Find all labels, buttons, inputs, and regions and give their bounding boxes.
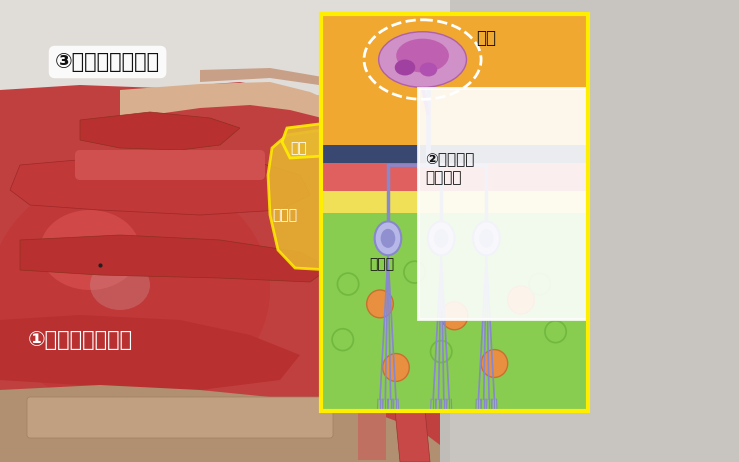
Polygon shape	[0, 385, 440, 462]
Ellipse shape	[434, 229, 449, 248]
Text: 嚇粘膜: 嚇粘膜	[272, 208, 297, 222]
FancyBboxPatch shape	[0, 0, 450, 462]
Polygon shape	[355, 90, 430, 462]
Ellipse shape	[508, 286, 534, 314]
FancyBboxPatch shape	[321, 213, 588, 411]
Ellipse shape	[367, 290, 393, 318]
Ellipse shape	[40, 210, 140, 290]
FancyBboxPatch shape	[321, 145, 588, 163]
Polygon shape	[80, 112, 240, 150]
Ellipse shape	[395, 60, 415, 75]
FancyBboxPatch shape	[358, 100, 386, 460]
Polygon shape	[268, 128, 368, 270]
FancyBboxPatch shape	[0, 0, 450, 95]
Text: ①気導性嚇覚障害: ①気導性嚇覚障害	[28, 330, 133, 350]
Text: 嚇球: 嚇球	[476, 29, 496, 47]
Ellipse shape	[396, 39, 449, 73]
FancyBboxPatch shape	[418, 88, 588, 319]
Polygon shape	[120, 82, 340, 120]
Ellipse shape	[481, 350, 508, 377]
Polygon shape	[0, 82, 440, 462]
FancyBboxPatch shape	[321, 191, 588, 213]
Ellipse shape	[381, 229, 395, 248]
Ellipse shape	[90, 260, 150, 310]
FancyBboxPatch shape	[75, 150, 265, 180]
Text: ②嚇神経性
嚇覚障害: ②嚇神経性 嚇覚障害	[426, 152, 475, 185]
Polygon shape	[282, 122, 345, 158]
FancyBboxPatch shape	[321, 14, 588, 145]
FancyBboxPatch shape	[0, 0, 450, 120]
Polygon shape	[200, 68, 440, 130]
Ellipse shape	[428, 221, 454, 255]
Polygon shape	[0, 315, 300, 390]
Polygon shape	[20, 235, 330, 282]
Polygon shape	[10, 155, 310, 215]
Ellipse shape	[383, 353, 409, 382]
Ellipse shape	[0, 170, 270, 410]
Text: 嚇球: 嚇球	[290, 141, 307, 155]
Text: 嚇神経: 嚇神経	[370, 257, 395, 271]
Ellipse shape	[479, 229, 494, 248]
Ellipse shape	[420, 62, 437, 76]
FancyBboxPatch shape	[27, 397, 333, 438]
Ellipse shape	[473, 221, 500, 255]
Ellipse shape	[378, 32, 466, 87]
Text: ③中枢性嚇覚障害: ③中枢性嚇覚障害	[55, 52, 160, 72]
Ellipse shape	[375, 221, 401, 255]
Ellipse shape	[441, 302, 468, 330]
FancyBboxPatch shape	[321, 163, 588, 191]
